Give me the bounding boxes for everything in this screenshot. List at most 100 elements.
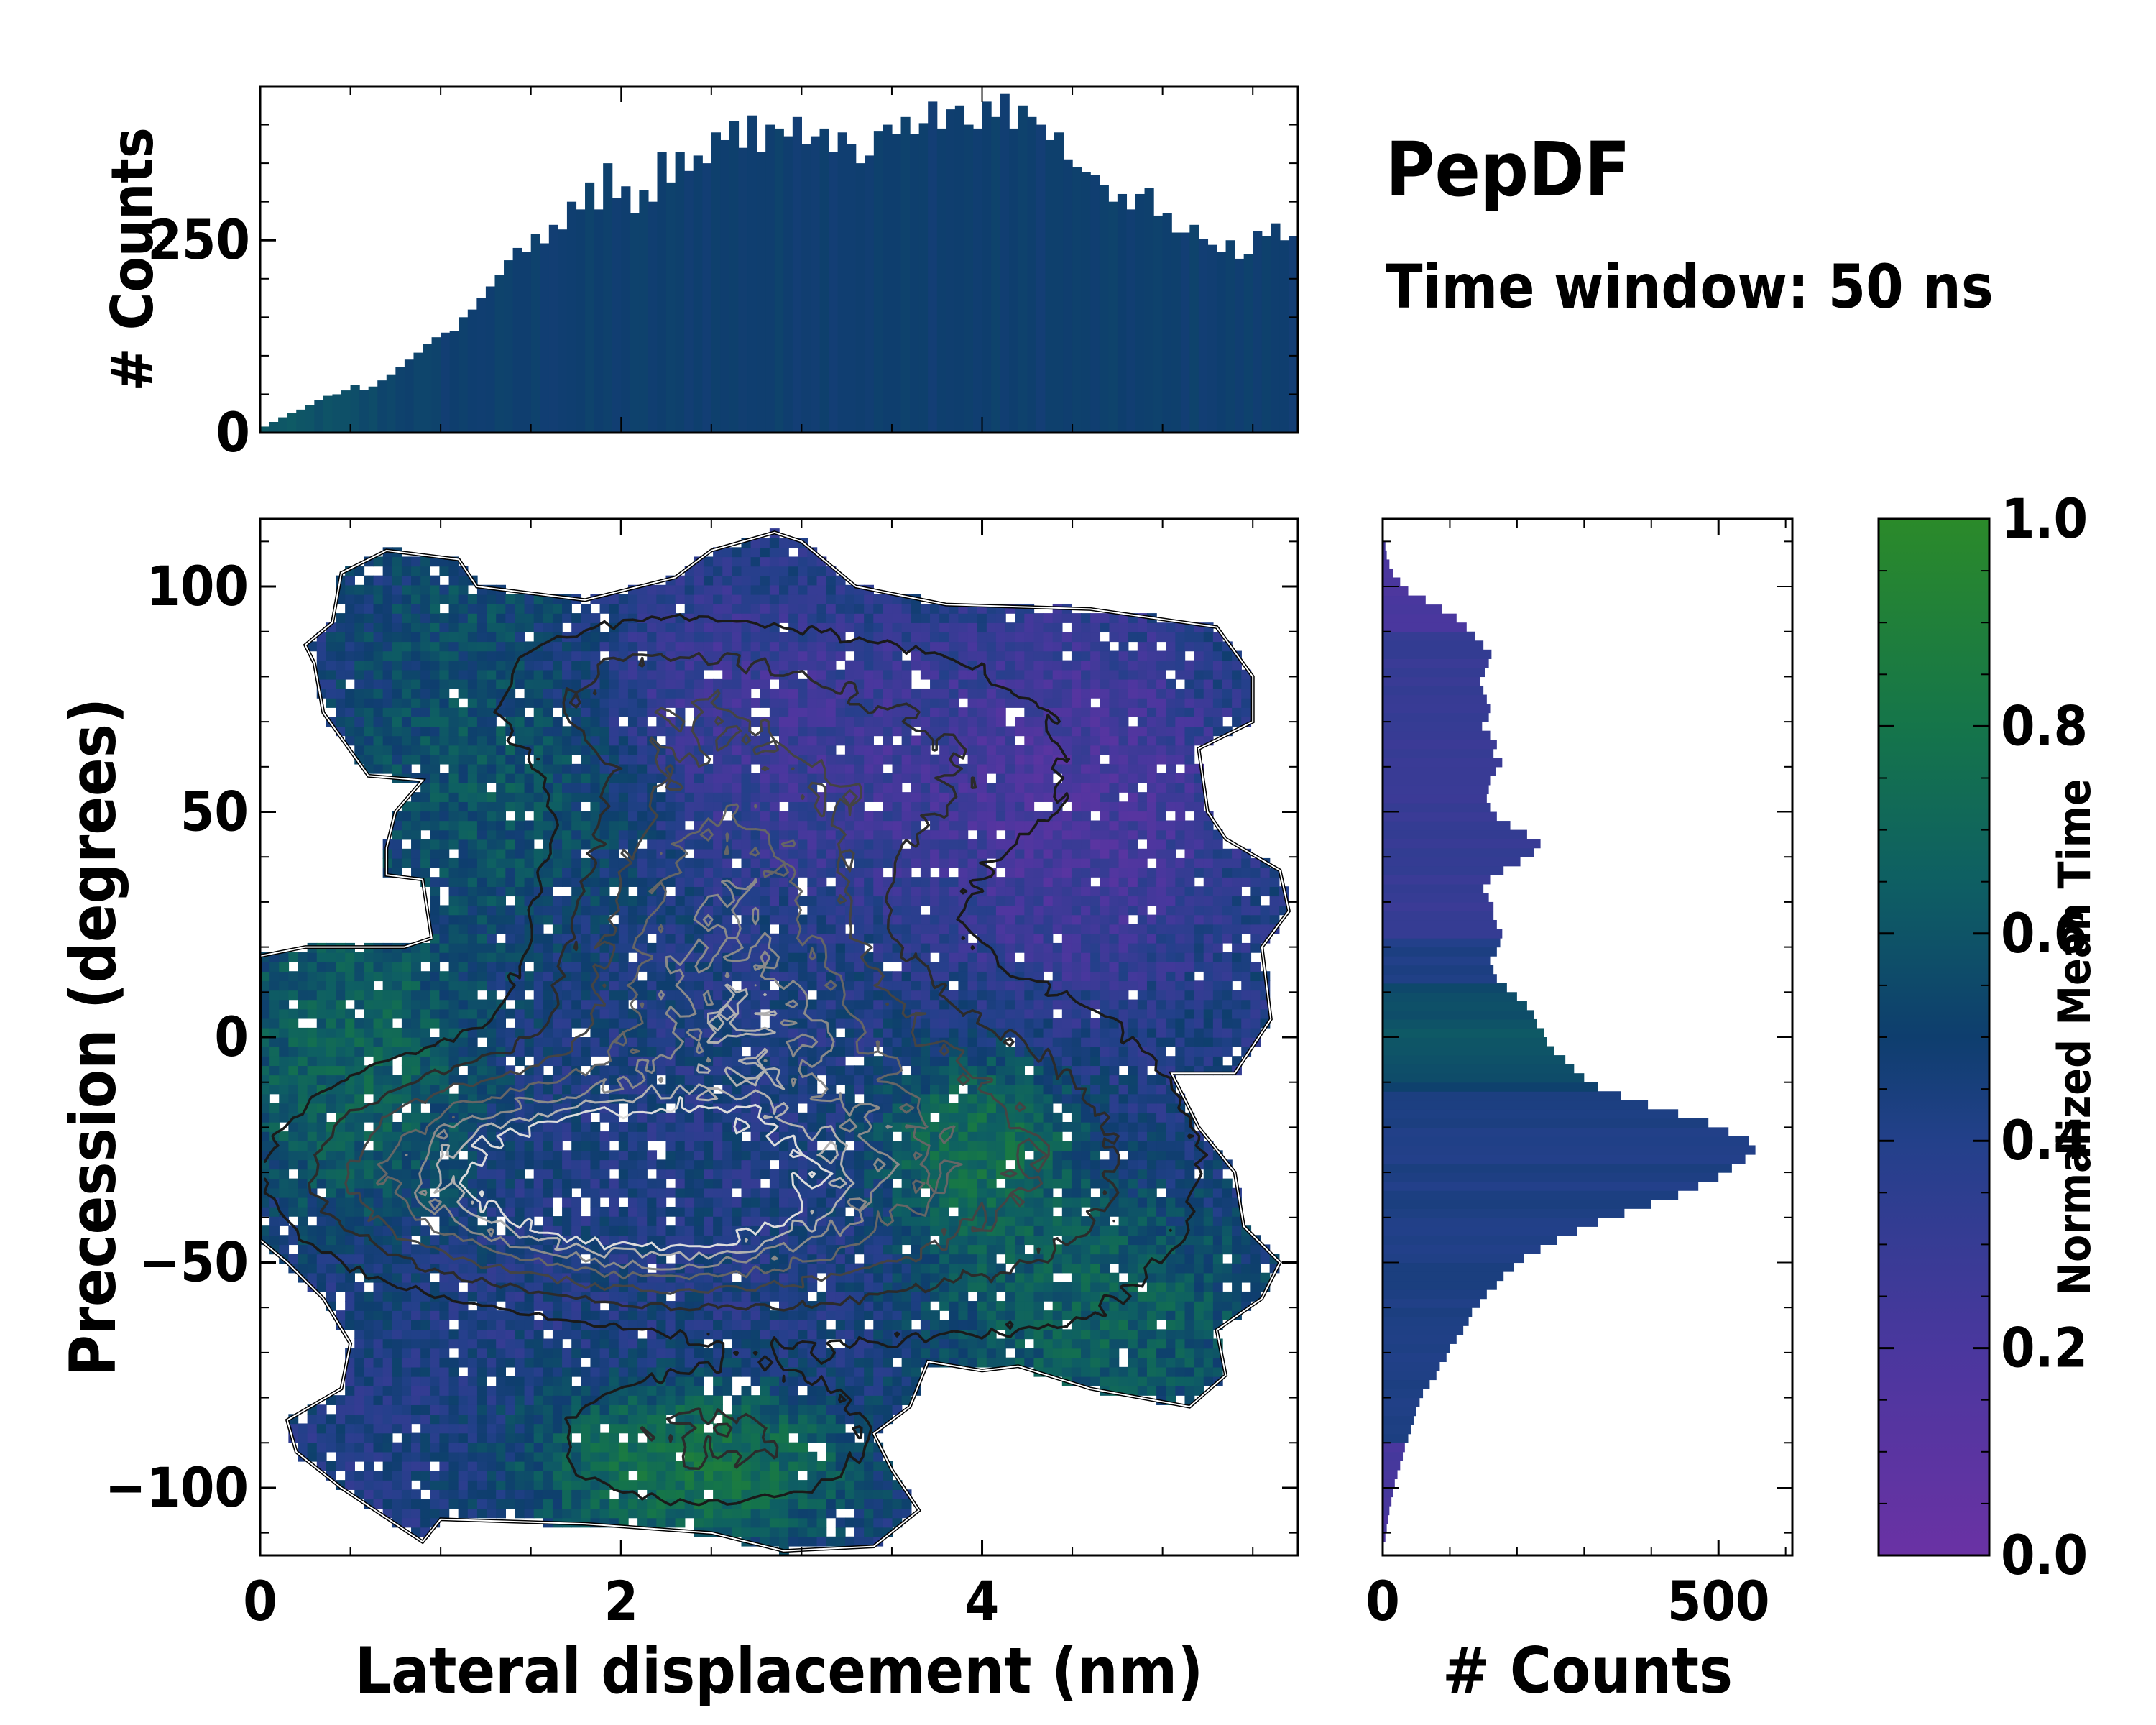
heatmap-cell [1166,1254,1176,1264]
heatmap-cell [618,1460,629,1471]
heatmap-cell [505,1027,516,1038]
heatmap-cell [316,1432,327,1443]
heatmap-cell [920,1093,931,1104]
heatmap-cell [581,1376,591,1386]
heatmap-cell [1128,1150,1138,1161]
heatmap-cell [703,1093,714,1104]
heatmap-cell [694,1432,704,1443]
heatmap-cell [571,1018,582,1029]
heatmap-cell [1194,1348,1204,1358]
heatmap-cell [439,1018,450,1029]
heatmap-cell [1250,1018,1261,1029]
heatmap-cell [543,1121,553,1132]
heatmap-cell [779,1197,789,1208]
heatmap-cell [901,1112,912,1123]
heatmap-cell [864,1376,874,1386]
heatmap-cell [1033,1310,1044,1320]
heatmap-cell [392,1338,402,1349]
heatmap-cell [336,1206,346,1217]
heatmap-cell [741,1423,752,1434]
heatmap-cell [1015,1075,1026,1085]
top-hist-bar [594,209,604,433]
heatmap-cell [807,1329,818,1340]
heatmap-cell [316,1235,327,1246]
heatmap-cell [1052,1141,1063,1151]
heatmap-cell [750,1187,761,1198]
heatmap-cell [533,1008,544,1019]
top-hist-bar [847,144,857,433]
heatmap-cell [873,1310,884,1320]
heatmap-cell [505,1414,516,1425]
heatmap-cell [599,1178,610,1189]
heatmap-cell [439,1423,450,1434]
heatmap-cell [1109,1301,1120,1311]
heatmap-cell [901,1499,912,1509]
top-hist-bar [1235,258,1245,433]
heatmap-cell [1100,1357,1110,1368]
heatmap-cell [1061,1187,1072,1198]
heatmap-cell [750,1291,761,1302]
heatmap-cell [854,1084,865,1095]
heatmap-cell [1100,1263,1110,1274]
heatmap-cell [336,1084,346,1095]
heatmap-cell [713,1508,723,1519]
heatmap-cell [713,1310,723,1320]
heatmap-cell [345,1008,355,1019]
heatmap-cell [779,1471,789,1481]
heatmap-cell [581,1141,591,1151]
heatmap-cell [1033,1216,1044,1226]
heatmap-cell [798,1442,808,1453]
heatmap-cell [336,1244,346,1255]
heatmap-cell [1015,1056,1026,1067]
heatmap-cell [1061,1159,1072,1170]
heatmap-cell [373,1414,384,1425]
heatmap-cell [581,1508,591,1519]
heatmap-cell [1146,1169,1157,1179]
heatmap-cell [496,1150,507,1161]
heatmap-cell [448,1357,459,1368]
heatmap-cell [1090,1159,1101,1170]
heatmap-cell [1203,1357,1214,1368]
heatmap-cell [354,1366,365,1377]
heatmap-cell [307,1075,318,1085]
heatmap-cell [524,1348,535,1358]
heatmap-cell [1156,1150,1166,1161]
heatmap-cell [920,1084,931,1095]
heatmap-cell [439,1263,450,1274]
heatmap-cell [1061,1301,1072,1311]
heatmap-cell [382,1366,393,1377]
heatmap-cell [1166,1310,1176,1320]
heatmap-cell [939,1338,949,1349]
heatmap-cell [609,1404,619,1415]
heatmap-cell [1241,1291,1252,1302]
heatmap-cell [392,1508,402,1519]
heatmap-cell [1071,1169,1082,1179]
heatmap-cell [1061,1206,1072,1217]
heatmap-cell [647,1348,658,1358]
heatmap-cell [1137,1056,1148,1067]
heatmap-cell [354,1121,365,1132]
top-hist-bar [278,417,288,433]
heatmap-cell [779,1517,789,1528]
heatmap-cell [816,1508,827,1519]
heatmap-cell [788,1272,798,1283]
heatmap-cell [713,1480,723,1490]
heatmap-cell [637,1499,648,1509]
heatmap-cell [1061,1169,1072,1179]
heatmap-cell [1184,1141,1195,1151]
heatmap-cell [873,1282,884,1292]
heatmap-cell [411,1225,421,1236]
heatmap-cell [1071,1366,1082,1377]
heatmap-cell [760,1414,770,1425]
heatmap-cell [298,1046,308,1057]
heatmap-cell [750,1159,761,1170]
heatmap-cell [769,1517,780,1528]
heatmap-cell [373,1320,384,1330]
heatmap-cell [581,1131,591,1141]
heatmap-cell [345,1320,355,1330]
heatmap-cell [826,1093,837,1104]
heatmap-cell [1146,1008,1157,1019]
heatmap-cell [326,1018,336,1029]
heatmap-cell [1100,1376,1110,1386]
heatmap-cell [675,1320,686,1330]
